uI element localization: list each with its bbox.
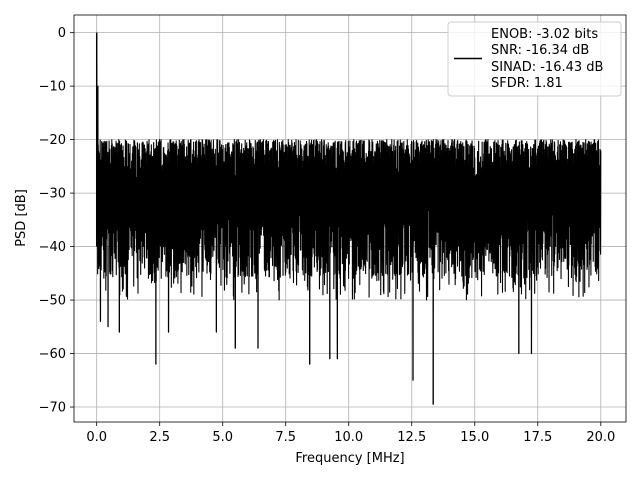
- x-tick-label: 10.0: [334, 430, 363, 445]
- y-tick-label: −10: [39, 80, 66, 95]
- x-tick-label: 12.5: [397, 430, 426, 445]
- legend: ENOB: -3.02 bits SNR: -16.34 dB SINAD: -…: [447, 21, 622, 97]
- x-tick-label: 15.0: [460, 430, 489, 445]
- y-tick-label: −50: [39, 294, 66, 309]
- x-tick-label: 5.0: [212, 430, 233, 445]
- x-tick-label: 7.5: [275, 430, 296, 445]
- legend-box: [447, 21, 622, 97]
- y-tick-label: −40: [39, 240, 66, 255]
- psd-series-line: [96, 32, 602, 405]
- legend-enob: ENOB: -3.02 bits: [491, 27, 598, 42]
- ticks: 0.0 2.5 5.0 7.5 10.0 12.5 15.0 17.5 20.0 0 −10 −20 −…: [39, 26, 616, 445]
- y-tick-label: −30: [39, 187, 66, 202]
- x-tick-label: 17.5: [523, 430, 552, 445]
- y-axis-label: PSD [dB]: [14, 189, 29, 247]
- x-tick-label: 0.0: [86, 430, 107, 445]
- x-axis-label: Frequency [MHz]: [295, 451, 404, 466]
- y-tick-label: −70: [39, 401, 66, 416]
- y-tick-label: −60: [39, 347, 66, 362]
- psd-trace: [95, 32, 602, 405]
- legend-sinad: SINAD: -16.43 dB: [491, 60, 603, 75]
- x-tick-label: 20.0: [586, 430, 615, 445]
- legend-snr: SNR: -16.34 dB: [491, 43, 589, 58]
- plot-area-frame: [73, 14, 627, 423]
- y-tick-label: −20: [39, 133, 66, 148]
- legend-sfdr: SFDR: 1.81: [491, 76, 563, 91]
- x-tick-label: 2.5: [149, 430, 170, 445]
- y-tick-label: 0: [58, 26, 66, 41]
